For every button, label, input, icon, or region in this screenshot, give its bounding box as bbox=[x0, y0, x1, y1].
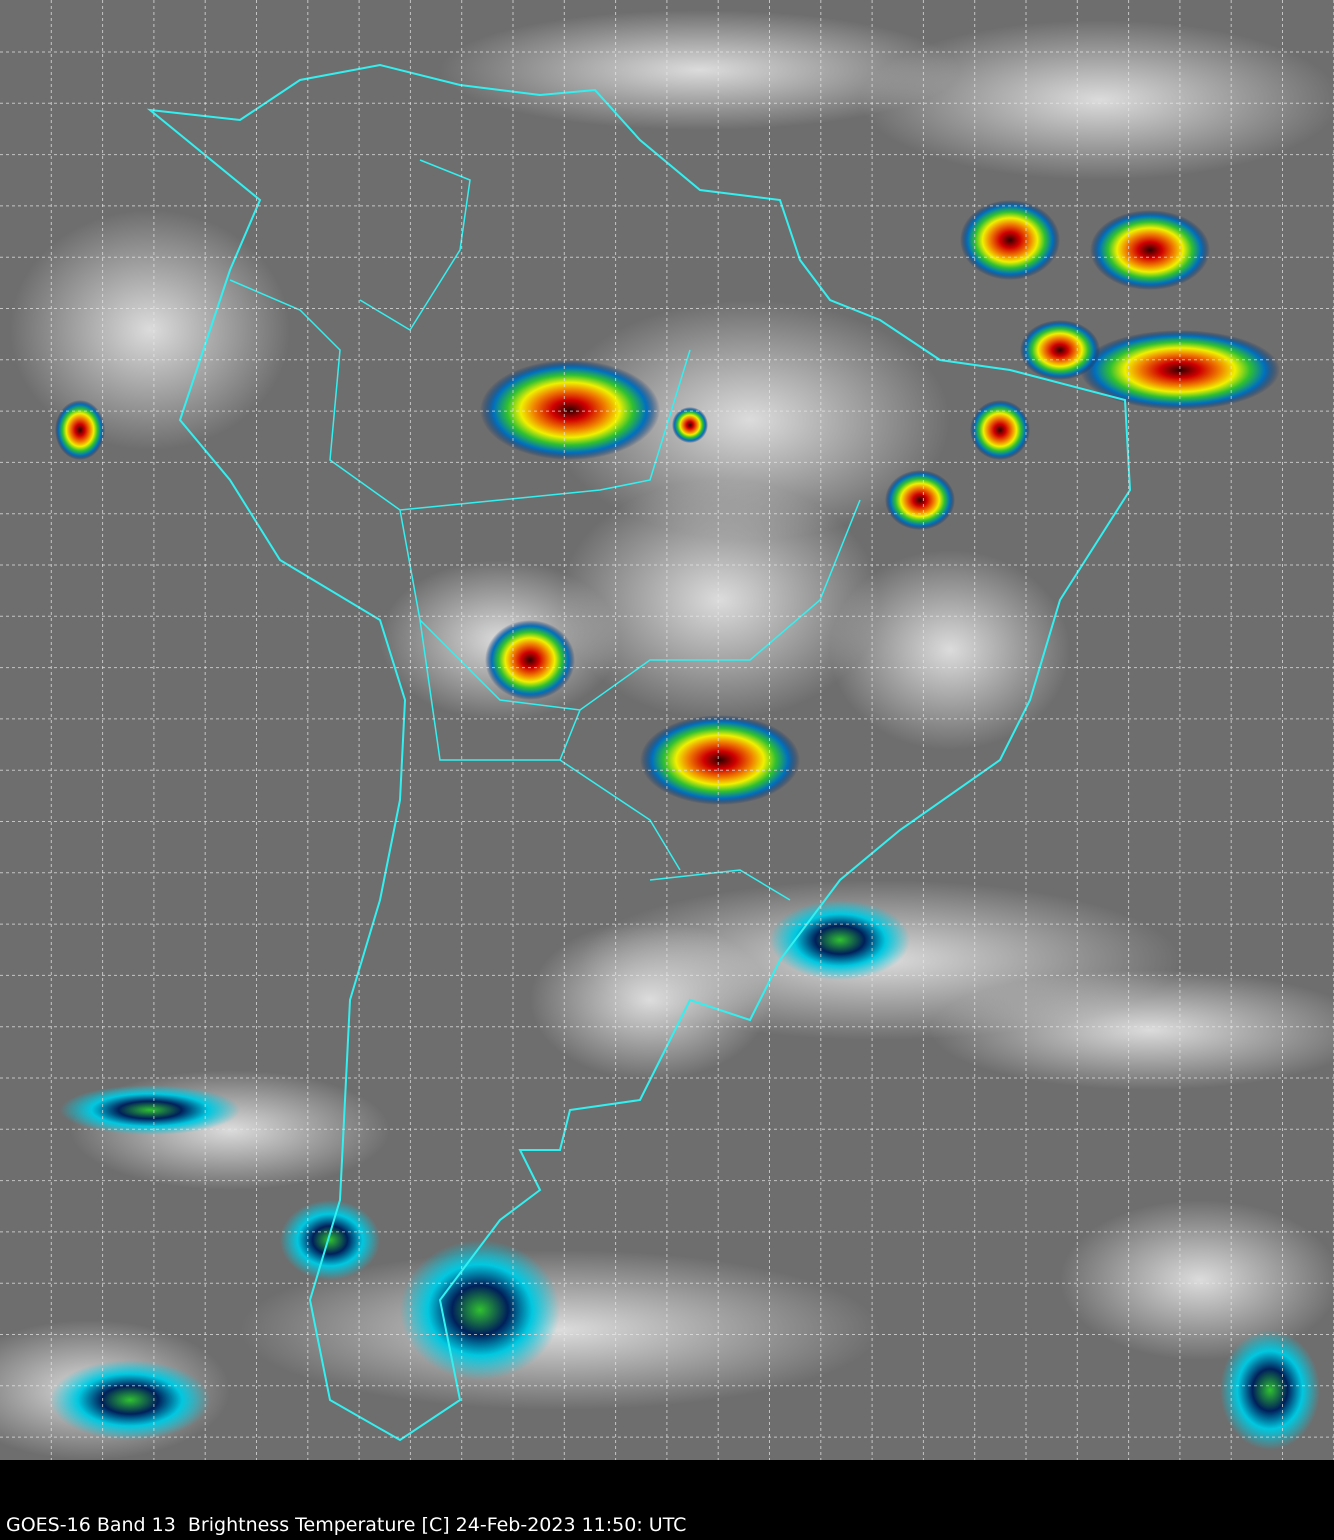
storm-cell bbox=[1020, 320, 1100, 380]
storm-cell bbox=[1090, 210, 1210, 290]
cloud-patch bbox=[560, 480, 880, 720]
storm-cell bbox=[1220, 1330, 1320, 1450]
country-borders bbox=[229, 159, 861, 901]
storm-cell bbox=[770, 900, 910, 980]
storm-cell bbox=[50, 1360, 210, 1440]
satellite-image bbox=[0, 0, 1334, 1460]
cloud-patch bbox=[10, 210, 290, 450]
storm-cell bbox=[60, 1085, 240, 1135]
storm-cell bbox=[400, 1240, 560, 1380]
storm-cell bbox=[485, 620, 575, 700]
storm-cell bbox=[480, 360, 660, 460]
storm-cell bbox=[970, 400, 1030, 460]
storm-cell bbox=[1080, 330, 1280, 410]
storm-cell bbox=[885, 470, 955, 530]
cloud-patch bbox=[860, 20, 1334, 180]
cloud-patch bbox=[1060, 1200, 1334, 1360]
continent-borders bbox=[146, 63, 1132, 1442]
convective-storms bbox=[50, 200, 1320, 1450]
cloud-patch bbox=[240, 1250, 880, 1410]
storm-cell bbox=[960, 200, 1060, 280]
storm-cell bbox=[640, 715, 800, 805]
cloud-patch bbox=[530, 920, 770, 1080]
cloud-patch bbox=[830, 550, 1070, 750]
image-caption: GOES-16 Band 13 Brightness Temperature [… bbox=[6, 1514, 687, 1536]
lat-lon-grid bbox=[0, 0, 1334, 1460]
storm-cell bbox=[55, 400, 105, 460]
storm-cell bbox=[280, 1200, 380, 1280]
cloud-patch bbox=[930, 970, 1334, 1090]
storm-cell bbox=[672, 407, 708, 443]
cloud-patch bbox=[440, 10, 960, 130]
